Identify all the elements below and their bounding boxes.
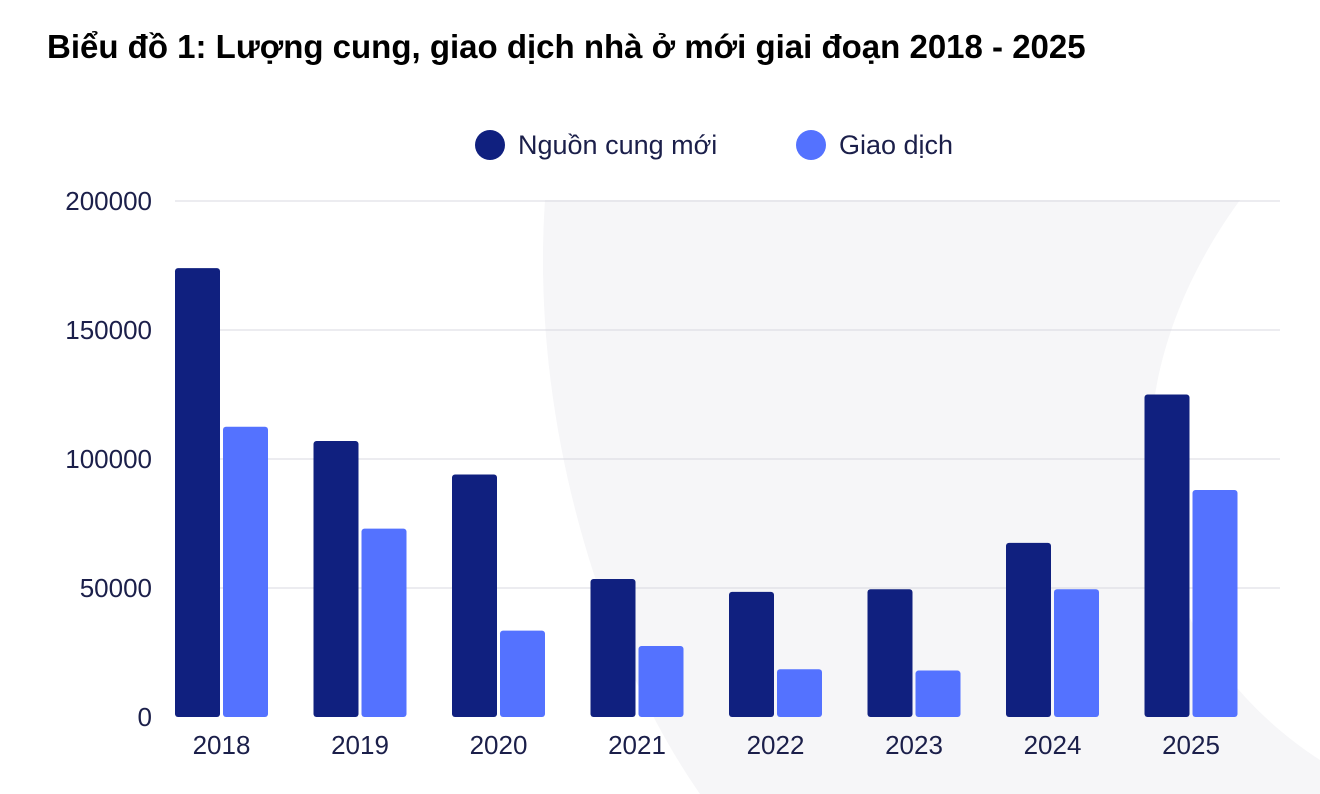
x-tick-label: 2018 — [193, 730, 251, 760]
x-tick-label: 2021 — [608, 730, 666, 760]
bar-transactions-2025 — [1192, 489, 1238, 717]
legend-marker — [796, 130, 826, 160]
bar-supply-2019 — [313, 440, 359, 717]
y-tick-label: 0 — [138, 702, 152, 732]
bar-transactions-2020 — [500, 630, 545, 717]
bar-supply-2018 — [175, 268, 220, 717]
x-tick-label: 2025 — [1162, 730, 1220, 760]
y-tick-label: 50000 — [80, 573, 152, 603]
y-tick-label: 100000 — [65, 444, 152, 474]
x-tick-label: 2024 — [1024, 730, 1082, 760]
x-tick-label: 2020 — [470, 730, 528, 760]
bar-supply-2024 — [1006, 542, 1051, 717]
x-tick-label: 2019 — [331, 730, 389, 760]
legend-label: Nguồn cung mới — [518, 130, 717, 160]
chart-title: Biểu đồ 1: Lượng cung, giao dịch nhà ở m… — [47, 28, 1086, 65]
bar-supply-2022 — [729, 591, 774, 717]
bar-transactions-2018 — [223, 426, 268, 717]
bar-supply-2021 — [590, 578, 636, 717]
bar-supply-2023 — [867, 589, 913, 717]
x-tick-label: 2023 — [885, 730, 943, 760]
y-tick-label: 200000 — [65, 186, 152, 216]
bar-transactions-2019 — [361, 528, 407, 717]
bar-transactions-2023 — [915, 670, 961, 717]
x-tick-label: 2022 — [747, 730, 805, 760]
bar-supply-2025 — [1144, 394, 1190, 717]
bar-supply-2020 — [452, 474, 497, 717]
bar-transactions-2024 — [1054, 589, 1099, 717]
bar-transactions-2022 — [777, 669, 822, 717]
legend-marker — [475, 130, 505, 160]
legend-label: Giao dịch — [839, 130, 953, 160]
y-tick-label: 150000 — [65, 315, 152, 345]
bar-transactions-2021 — [638, 646, 684, 717]
